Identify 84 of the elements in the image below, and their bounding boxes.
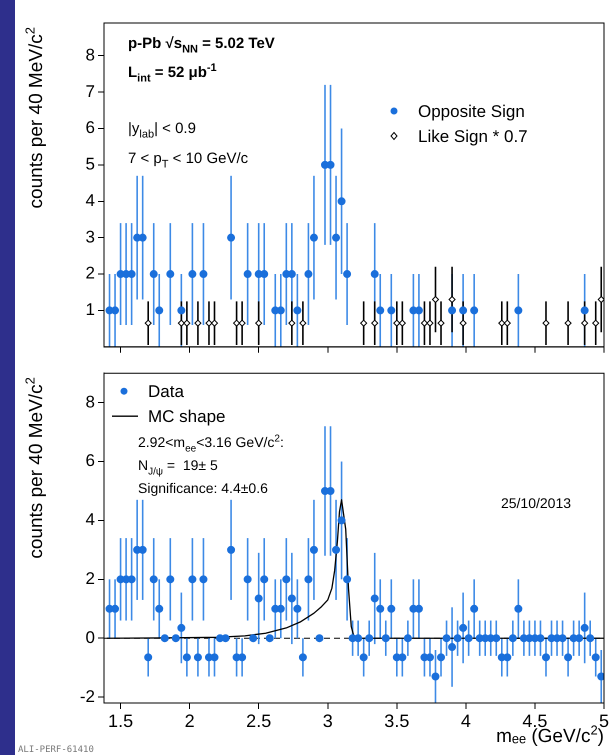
y-tick-label: 2 <box>86 264 95 283</box>
point <box>255 320 262 327</box>
point <box>438 320 445 327</box>
point <box>299 320 306 327</box>
point <box>128 270 136 278</box>
point <box>448 296 456 304</box>
point <box>360 320 368 327</box>
annotation: Significance: 4.4±0.6 <box>138 480 268 496</box>
point <box>338 197 346 206</box>
legend-label: Like Sign * 0.7 <box>418 127 528 146</box>
point <box>420 320 428 327</box>
point <box>564 320 572 327</box>
point <box>460 320 467 327</box>
point <box>155 306 164 314</box>
point <box>310 234 318 242</box>
point <box>459 306 468 314</box>
point <box>598 296 604 304</box>
point <box>205 320 212 327</box>
point <box>288 320 296 327</box>
point <box>448 306 456 314</box>
point <box>144 320 152 327</box>
text: ALI-PERF-61410 <box>18 745 94 755</box>
point <box>426 320 434 327</box>
annotation: 25/10/2013 <box>500 495 572 512</box>
point <box>177 306 186 314</box>
point <box>504 320 511 327</box>
point <box>304 270 312 278</box>
point <box>326 160 335 169</box>
y-tick-label: 8 <box>86 392 95 412</box>
y-tick-label: 8 <box>86 45 95 64</box>
x-tick-label: 4 <box>460 710 471 731</box>
x-tick-label: 2 <box>184 710 195 731</box>
point <box>238 320 246 327</box>
x-tick-label: 2.5 <box>246 710 272 731</box>
y-tick-label: 2 <box>86 569 95 588</box>
y-tick-label: 0 <box>86 628 95 647</box>
point <box>150 270 158 278</box>
point <box>542 320 550 327</box>
point <box>387 306 396 314</box>
point <box>199 270 208 278</box>
point <box>398 320 406 327</box>
y-tick-label: 6 <box>86 451 95 470</box>
legend-label: Data <box>148 382 184 402</box>
point <box>580 306 589 314</box>
y-tick-label: -2 <box>80 686 95 706</box>
y-axis-title: counts per 40 MeV/c2 <box>22 26 47 208</box>
point <box>188 270 196 278</box>
point <box>227 234 236 242</box>
x-tick-label: 1.5 <box>108 710 134 731</box>
y-tick-label: 7 <box>86 82 95 101</box>
point <box>138 234 147 242</box>
y-tick-label: 1 <box>86 300 95 320</box>
legend-label: Opposite Sign <box>418 102 525 121</box>
point <box>514 306 522 314</box>
point <box>178 320 185 327</box>
y-axis-title: counts per 40 MeV/c2 <box>22 377 47 559</box>
point <box>166 270 174 278</box>
point <box>210 320 218 327</box>
point <box>581 320 588 327</box>
point <box>432 296 439 304</box>
point <box>371 320 378 327</box>
point <box>376 306 384 314</box>
y-tick-label: 4 <box>86 190 95 210</box>
y-tick-label: 6 <box>86 118 95 138</box>
point <box>183 320 190 327</box>
point <box>260 270 268 278</box>
y-tick-label: 3 <box>86 227 95 246</box>
point <box>498 320 506 327</box>
point <box>293 306 302 314</box>
point <box>393 320 400 327</box>
point <box>332 234 340 242</box>
point <box>111 306 120 314</box>
point <box>244 270 252 278</box>
y-tick-label: 4 <box>86 510 95 530</box>
point <box>470 306 478 314</box>
x-tick-label: 3 <box>322 710 333 731</box>
point <box>592 320 600 327</box>
point <box>370 270 379 278</box>
point <box>194 320 202 327</box>
point <box>233 320 240 327</box>
x-tick-label: 3.5 <box>384 710 410 731</box>
point <box>343 270 352 278</box>
y-tick-label: 5 <box>86 154 95 174</box>
legend-label: MC shape <box>148 407 226 426</box>
